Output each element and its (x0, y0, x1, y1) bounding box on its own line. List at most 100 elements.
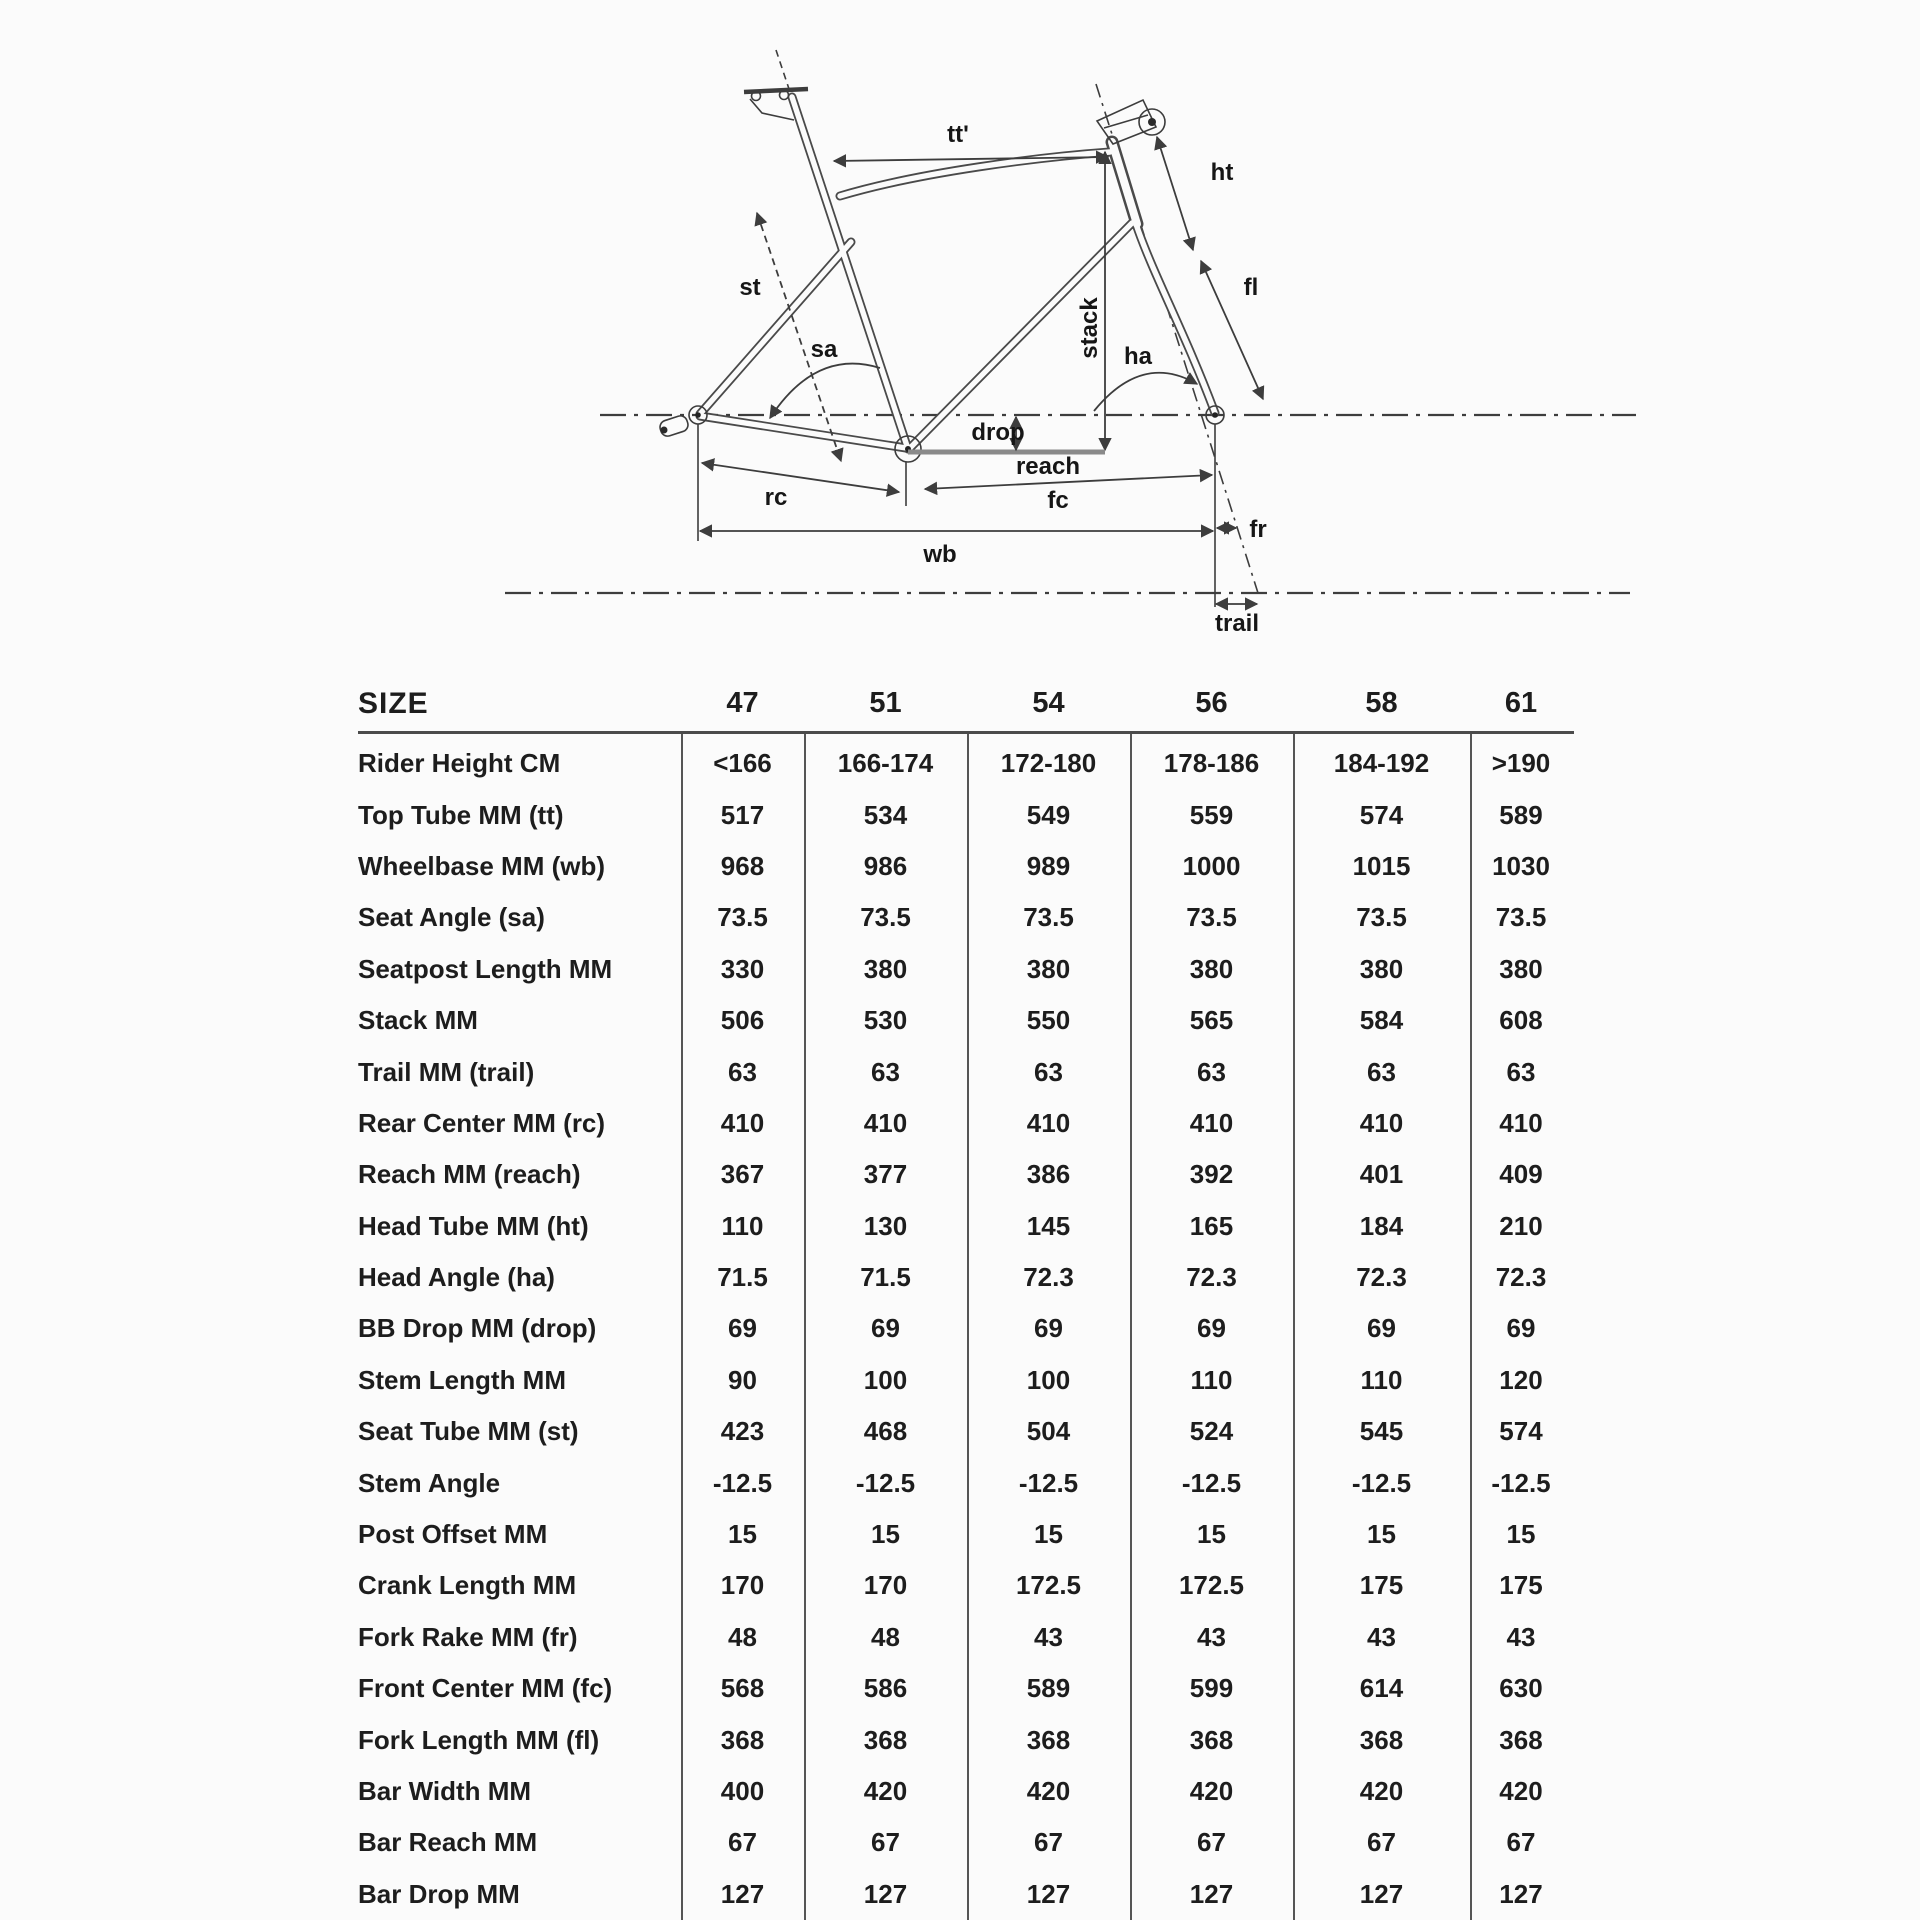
row-value: 63 (728, 1056, 757, 1087)
row-value: 120 (1499, 1364, 1543, 1395)
column-divider (1470, 734, 1472, 1920)
row-label: Seat Angle (sa) (358, 902, 545, 933)
column-divider (1130, 734, 1132, 1920)
dim-label-ha: ha (1124, 343, 1153, 370)
saddle (743, 86, 809, 121)
column-divider (804, 734, 806, 1920)
row-value: 127 (1189, 1878, 1234, 1909)
row-value: 380 (863, 953, 908, 984)
table-row: Post Offset MM 15 15 15 15 15 15 (358, 1509, 1574, 1560)
size-column-header: 51 (869, 687, 902, 719)
size-header-row: SIZE 47 51 54 56 58 61 (358, 676, 1574, 731)
row-label: Stack MM (358, 1005, 478, 1036)
row-value: 530 (863, 1005, 908, 1036)
row-value: 524 (1189, 1416, 1234, 1447)
dim-label-rc: rc (765, 484, 788, 511)
row-value: 589 (1499, 799, 1543, 830)
spec-table-body: Rider Height CM <166 166-174 172-180 178-186… (358, 738, 1574, 1920)
table-row: Head Angle (ha) 71.5 71.5 72.3 72.3 72.3 72.3 (358, 1252, 1574, 1303)
table-row: Front Center MM (fc) 568 586 589 599 614 630 (358, 1663, 1574, 1714)
row-value: 43 (1367, 1621, 1396, 1652)
dim-label-ht: ht (1211, 159, 1234, 186)
row-value: -12.5 (712, 1467, 773, 1498)
row-value: 368 (1359, 1724, 1404, 1755)
row-value: 67 (1367, 1827, 1396, 1858)
row-label: Head Tube MM (ht) (358, 1210, 589, 1241)
row-value: 67 (728, 1827, 757, 1858)
row-value: 410 (1499, 1107, 1543, 1138)
row-value: 145 (1026, 1210, 1071, 1241)
row-value: 175 (1359, 1570, 1404, 1601)
row-value: 90 (728, 1364, 757, 1395)
row-value: 380 (1189, 953, 1234, 984)
row-label: Fork Rake MM (fr) (358, 1621, 578, 1652)
row-value: 504 (1026, 1416, 1071, 1447)
stem-and-handlebar (1095, 98, 1166, 145)
row-value: 574 (1499, 1416, 1543, 1447)
row-value: 130 (863, 1210, 908, 1241)
dim-label-fr: fr (1249, 516, 1266, 543)
size-column-header: 58 (1365, 687, 1398, 719)
row-value: 63 (871, 1056, 900, 1087)
row-value: 986 (863, 850, 908, 881)
row-value: 968 (720, 850, 765, 881)
row-value: 72.3 (1023, 1262, 1074, 1293)
row-value: 63 (1197, 1056, 1226, 1087)
row-label: Bar Drop MM (358, 1878, 520, 1909)
row-value: 559 (1189, 799, 1234, 830)
size-column-header: 47 (726, 687, 759, 719)
row-value: 614 (1359, 1673, 1404, 1704)
bike-geometry-diagram: tt' ht st fl stack sa ha drop reach rc f… (505, 49, 1636, 637)
table-row: Stack MM 506 530 550 565 584 608 (358, 995, 1574, 1046)
row-value: 330 (720, 953, 765, 984)
row-label: Rear Center MM (rc) (358, 1107, 606, 1138)
row-value: 15 (1367, 1519, 1396, 1550)
row-value: 15 (1506, 1519, 1536, 1550)
row-value: 67 (1197, 1827, 1226, 1858)
table-row: Fork Rake MM (fr) 48 48 43 43 43 43 (358, 1612, 1574, 1663)
row-value: 586 (863, 1673, 908, 1704)
column-divider (1293, 734, 1295, 1920)
row-value: 550 (1026, 1005, 1071, 1036)
dim-label-drop: drop (971, 419, 1024, 446)
row-value: 73.5 (1186, 902, 1237, 933)
size-header-label: SIZE (358, 686, 429, 720)
row-value: 989 (1026, 850, 1071, 881)
table-row: Bar Drop MM 127 127 127 127 127 127 (358, 1869, 1574, 1920)
row-value: 71.5 (717, 1262, 768, 1293)
dim-label-fc: fc (1047, 487, 1068, 514)
table-row: Top Tube MM (tt) 517 534 549 559 574 589 (358, 789, 1574, 840)
row-label: Seat Tube MM (st) (358, 1416, 579, 1447)
size-column-header: 54 (1032, 687, 1065, 719)
size-column-header: 61 (1504, 687, 1538, 719)
table-row: Stem Angle -12.5 -12.5 -12.5 -12.5 -12.5 -12.5 (358, 1457, 1574, 1508)
row-value: 630 (1499, 1673, 1543, 1704)
dim-label-wb: wb (922, 541, 956, 568)
row-value: 368 (1499, 1724, 1543, 1755)
table-row: Bar Width MM 400 420 420 420 420 420 (358, 1766, 1574, 1817)
dim-label-st: st (739, 274, 760, 301)
dim-label-reach: reach (1016, 453, 1080, 480)
table-row: Seat Angle (sa) 73.5 73.5 73.5 73.5 73.5 73.5 (358, 892, 1574, 943)
row-value: 172-180 (1000, 748, 1097, 779)
row-value: 69 (1506, 1313, 1536, 1344)
row-value: 43 (1034, 1621, 1063, 1652)
row-value: 48 (871, 1621, 900, 1652)
row-value: 127 (720, 1878, 765, 1909)
row-value: 380 (1026, 953, 1071, 984)
row-value: -12.5 (855, 1467, 916, 1498)
row-value: 166-174 (837, 748, 934, 779)
row-value: 69 (1034, 1313, 1063, 1344)
row-value: 368 (1189, 1724, 1234, 1755)
row-value: 165 (1189, 1210, 1234, 1241)
row-value: 71.5 (860, 1262, 911, 1293)
dimension-labels: tt' ht st fl stack sa ha drop reach rc f… (739, 121, 1266, 637)
table-row: Seat Tube MM (st) 423 468 504 524 545 574 (358, 1406, 1574, 1457)
row-value: <166 (713, 748, 772, 779)
row-label: Crank Length MM (358, 1570, 577, 1601)
row-value: 110 (1190, 1364, 1233, 1395)
row-value: 506 (720, 1005, 765, 1036)
row-label: Front Center MM (fc) (358, 1673, 613, 1704)
row-label: Bar Width MM (358, 1776, 532, 1806)
row-value: 410 (1359, 1107, 1404, 1138)
